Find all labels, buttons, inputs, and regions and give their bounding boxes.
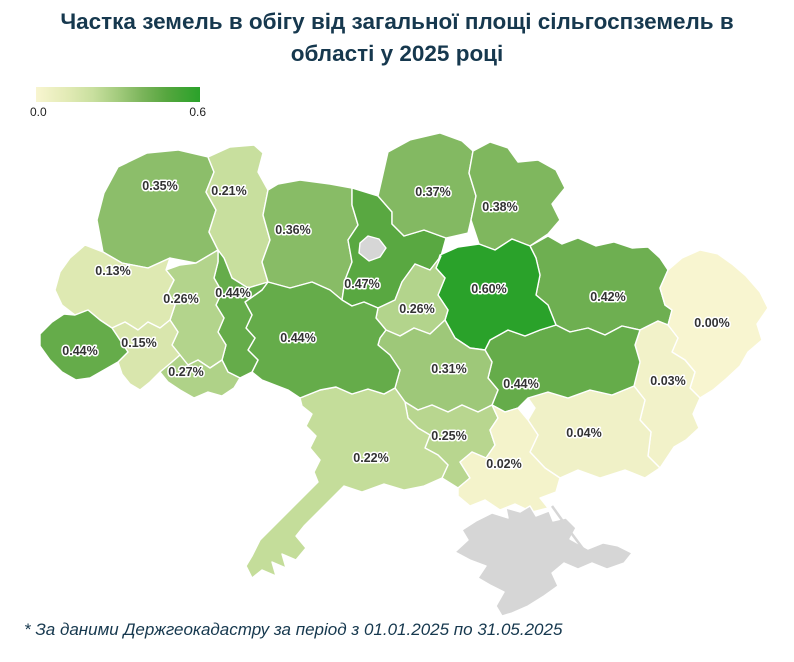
region-value-label-mykolaiv: 0.25% (431, 429, 466, 443)
page-title: Частка земель в обігу від загальної площ… (0, 6, 794, 69)
region-value-label-kyiv-oblast: 0.47% (344, 277, 379, 291)
region-value-label-chernihiv: 0.37% (415, 185, 450, 199)
legend-max-tick: 0.6 (189, 105, 206, 119)
region-crimea-nodata (454, 505, 633, 617)
legend-gradient-bar (36, 87, 200, 102)
region-value-label-poltava: 0.60% (471, 282, 506, 296)
region-value-label-luhansk: 0.00% (694, 316, 729, 330)
region-value-label-zakarpattia: 0.44% (62, 344, 97, 358)
region-value-label-kharkiv: 0.42% (590, 290, 625, 304)
region-value-label-ivano-frankivsk: 0.15% (121, 336, 156, 350)
region-value-label-donetsk: 0.03% (650, 374, 685, 388)
region-value-label-lviv: 0.13% (95, 264, 130, 278)
region-value-label-kirovohrad: 0.31% (431, 362, 466, 376)
region-value-label-zhytomyr: 0.36% (275, 223, 310, 237)
legend-ticks: 0.0 0.6 (30, 105, 206, 119)
arabat-spit-line (550, 505, 585, 551)
region-volyn (96, 149, 219, 269)
region-value-label-dnipropetrovsk: 0.44% (503, 377, 538, 391)
region-value-label-odesa: 0.22% (353, 451, 388, 465)
legend-min-tick: 0.0 (30, 105, 47, 119)
kyiv-city-nodata-area (358, 235, 387, 262)
region-value-label-volyn: 0.35% (142, 179, 177, 193)
region-value-label-ternopil: 0.26% (163, 292, 198, 306)
color-legend: 0.0 0.6 (30, 87, 206, 119)
region-zakarpattia (39, 309, 129, 381)
region-value-label-zaporizhzhia: 0.04% (566, 426, 601, 440)
source-footnote: * За даними Держгеокадастру за період з … (24, 620, 563, 639)
region-value-label-sumy: 0.38% (482, 200, 517, 214)
region-value-label-khmelnytskyi: 0.44% (215, 286, 250, 300)
region-odesa (245, 386, 449, 579)
region-sumy (468, 141, 566, 251)
region-value-label-cherkasy: 0.26% (399, 302, 434, 316)
region-value-label-kherson: 0.02% (486, 457, 521, 471)
region-value-label-vinnytsia: 0.44% (280, 331, 315, 345)
region-value-label-chernivtsi: 0.27% (168, 365, 203, 379)
region-kherson (457, 404, 561, 513)
region-chernivtsi (159, 354, 241, 399)
region-value-label-rivne: 0.21% (211, 184, 246, 198)
page-title-text: Частка земель в обігу від загальної площ… (60, 9, 734, 66)
